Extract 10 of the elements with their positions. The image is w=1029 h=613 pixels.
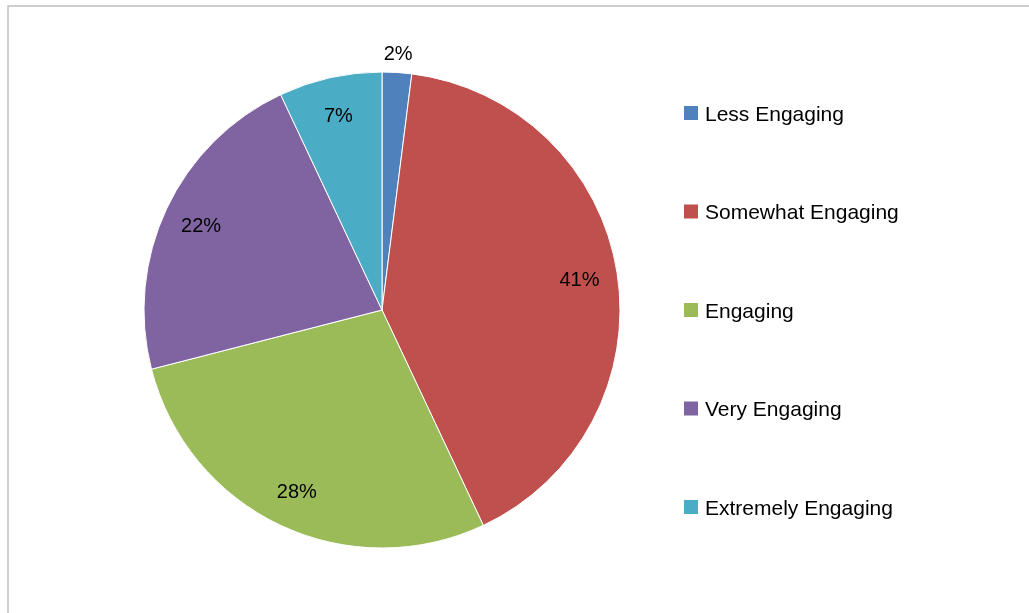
data-label: 22% xyxy=(181,213,222,236)
legend-label: Less Engaging xyxy=(705,101,844,125)
legend-label: Engaging xyxy=(705,298,794,322)
legend-label: Extremely Engaging xyxy=(705,495,893,519)
data-label: 7% xyxy=(323,103,354,126)
data-label: 28% xyxy=(276,479,318,502)
legend-label: Somewhat Engaging xyxy=(705,200,899,223)
legend-label: Very Engaging xyxy=(705,397,842,420)
data-label: 41% xyxy=(559,267,600,290)
data-label: 2% xyxy=(383,42,413,65)
